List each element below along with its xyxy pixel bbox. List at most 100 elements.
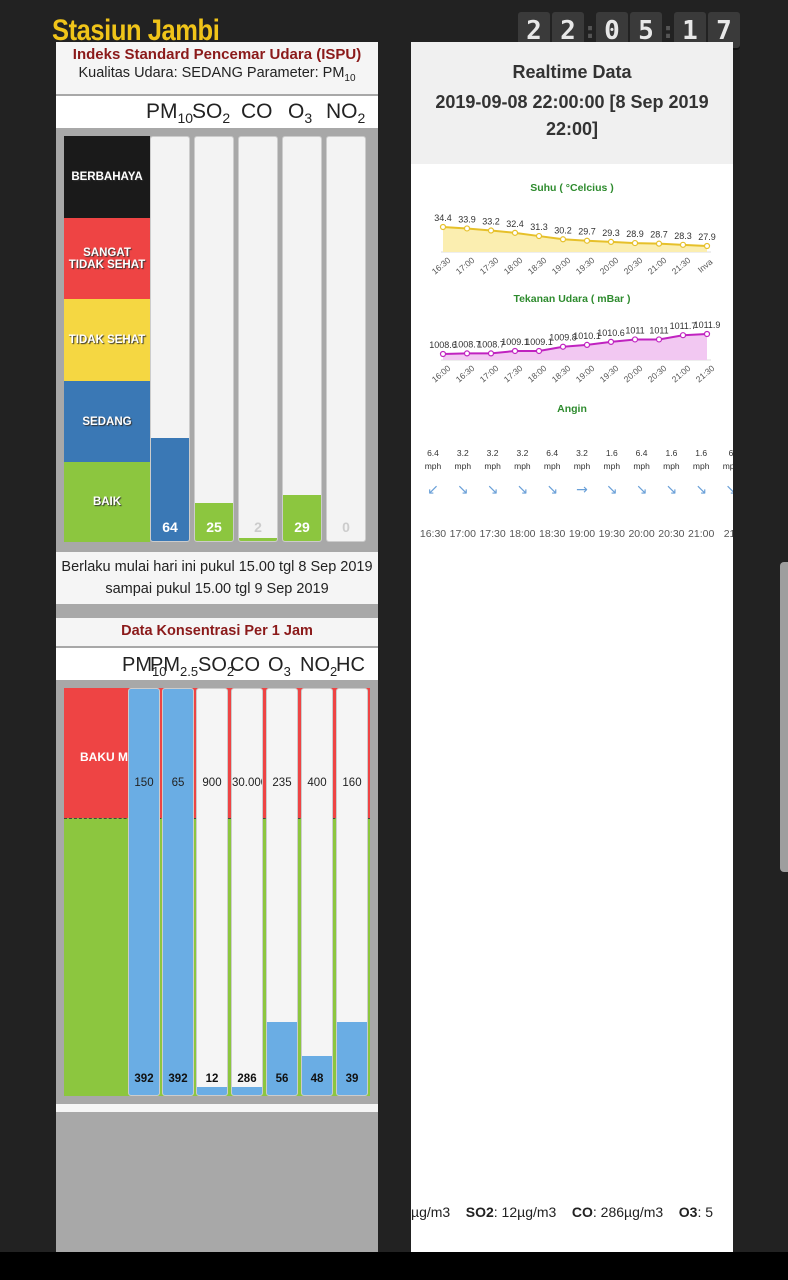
chart-value-label: 32.4 (506, 219, 524, 229)
chart-x-label: 17:00 (478, 363, 501, 385)
konsen-bar-so2: 900 12 (196, 688, 228, 1096)
ispu-param-pm10: PM10 (146, 100, 194, 127)
chart-value-label: 1009.8 (549, 333, 577, 343)
chart-value-label: 28.3 (674, 231, 692, 241)
ispu-levels: BERBAHAYA SANGAT TIDAK SEHAT TIDAK SEHAT… (64, 136, 150, 542)
wind-unit: mph (544, 461, 561, 471)
chart-value-label: 1010.6 (597, 328, 625, 338)
chart-x-label: 19:00 (574, 363, 597, 385)
chart-point (511, 347, 519, 355)
wind-direction-icon: ↘ (457, 482, 469, 498)
chart-value-label: 31.3 (530, 222, 548, 232)
chart-value-label: 1008.7 (477, 339, 505, 349)
chart-point (535, 232, 543, 240)
chart-x-label: 16:30 (454, 363, 477, 385)
konsen-bar-fill (163, 689, 193, 1095)
chart-value-label: 33.2 (482, 217, 500, 227)
chart-x-label: 16:00 (430, 363, 453, 385)
konsen-bar-value: 392 (168, 1073, 188, 1085)
chart-value-label: 1009.1 (501, 337, 529, 347)
wind-direction-icon: ↘ (517, 482, 529, 498)
chart-x-label: 18:00 (526, 363, 549, 385)
chart-x-label: 20:30 (646, 363, 669, 385)
ispu-bar-no2: 0 (326, 136, 366, 542)
chart-point (583, 341, 591, 349)
left-panel: Indeks Standard Pencemar Udara (ISPU) Ku… (56, 42, 378, 1252)
chart-x-label: 17:00 (454, 255, 477, 277)
wind-time: 20:30 (658, 528, 684, 540)
ispu-param-co: CO (241, 100, 273, 123)
wind-speed: 6.4 (427, 448, 439, 458)
konsen-bar-value: 392 (134, 1073, 154, 1085)
chart-value-label: 1008.6 (429, 340, 457, 350)
chart-value-label: 29.3 (602, 228, 620, 238)
chart-point (439, 223, 447, 231)
wind-speed: 1.6 (606, 448, 618, 458)
bottom-bar (0, 1252, 788, 1280)
chart-x-label: 16:30 (430, 255, 453, 277)
chart-point (583, 237, 591, 244)
chart-point (607, 238, 615, 246)
realtime-timestamp: 2019-09-08 22:00:00 [8 Sep 2019 22:00] (435, 92, 709, 139)
chart-value-label: 1011 (625, 325, 644, 335)
konsen-param-o3: O3 (268, 654, 291, 679)
konsen-param-hc: HC (336, 654, 365, 676)
chart-x-label: 21:00 (670, 363, 693, 385)
validity-text: Berlaku mulai hari ini pukul 15.00 tgl 8… (56, 552, 378, 604)
konsen-bar-fill (302, 1056, 332, 1095)
wind-unit: mph (425, 461, 442, 471)
ispu-quality: Kualitas Udara: SEDANG Parameter: PM10 (56, 65, 378, 84)
wind-time: 18:30 (539, 528, 565, 540)
chart-x-label: 21:30 (670, 255, 693, 277)
konsen-bar-no2: 400 48 (301, 688, 333, 1096)
chart-value-label: 29.7 (578, 227, 596, 237)
wind-speed: 1.6 (665, 448, 677, 458)
wind-time: 18:00 (509, 528, 535, 540)
ispu-param-row: PM10 SO2 CO O3 NO2 (56, 96, 378, 128)
konsen-bar-pm25: 65 392 (162, 688, 194, 1096)
konsen-bar-limit: 160 (342, 777, 362, 789)
chart-point (655, 240, 663, 247)
chart-point (655, 336, 663, 343)
chart-value-label: 1008.7 (453, 339, 481, 349)
wind-direction-icon: ↘ (606, 482, 618, 498)
konsen-bar-value: 39 (345, 1073, 359, 1085)
wind-direction-icon: ↘ (636, 482, 648, 498)
ispu-quality-text: Kualitas Udara: SEDANG Parameter: PM (78, 65, 345, 81)
tekanan-chart-title: Tekanan Udara ( mBar ) (513, 293, 630, 305)
konsen-bar-limit: 900 (202, 777, 222, 789)
chart-x-label: 19:30 (598, 363, 621, 385)
wind-speed: 6 (729, 448, 733, 458)
chart-x-label: 21:00 (646, 255, 669, 277)
chart-x-label: 19:30 (574, 255, 597, 277)
wind-speed: 6.4 (546, 448, 558, 458)
ispu-param-o3: O3 (288, 100, 313, 127)
konsen-param-pm10: PM10 (122, 654, 167, 679)
ticker-item: SO2: 12µg/m3 (465, 1204, 557, 1220)
wind-unit: mph (633, 461, 650, 471)
ispu-title: Indeks Standard Pencemar Udara (ISPU) (72, 46, 362, 63)
chart-value-label: 1011.9 (694, 320, 721, 330)
chart-point (439, 350, 447, 358)
chart-line (442, 333, 708, 355)
konsen-bar-value: 56 (275, 1073, 289, 1085)
konsen-bar-limit: 235 (272, 777, 292, 789)
chart-point (559, 343, 567, 350)
wind-time: 19:00 (569, 528, 595, 540)
konsen-bar-limit: 65 (171, 777, 185, 789)
konsentrasi-footer (56, 1104, 378, 1112)
chart-x-label: 20:00 (598, 255, 621, 277)
ispu-bar-o3: 29 (282, 136, 322, 542)
chart-x-label: Inva (696, 257, 715, 275)
wind-time: 20:00 (628, 528, 654, 540)
konsen-bar-fill (267, 1021, 297, 1095)
clock-separator: : (585, 18, 595, 44)
clock-separator: : (663, 18, 673, 44)
wind-direction-icon: ↘ (666, 482, 678, 498)
chart-value-label: 33.9 (458, 214, 476, 224)
wind-unit: mph (484, 461, 501, 471)
konsen-bar-limit: 150 (134, 777, 154, 789)
chart-point (703, 242, 711, 250)
chart-x-label: 19:00 (550, 255, 573, 277)
scrollbar[interactable] (780, 562, 788, 872)
